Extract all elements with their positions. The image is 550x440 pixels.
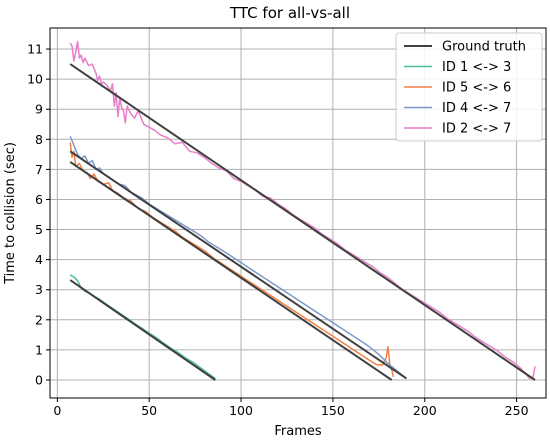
legend-label: Ground truth	[442, 40, 526, 55]
series-layer	[69, 40, 536, 381]
series-line-ground-truth	[69, 150, 407, 380]
y-tick-label: 11	[27, 42, 43, 57]
x-tick-label: 200	[413, 403, 437, 418]
series-line-id-1-3	[69, 274, 216, 380]
x-tick-label: 0	[53, 403, 61, 418]
y-axis-label: Time to collision (sec)	[3, 142, 18, 285]
y-tick-label: 3	[35, 282, 43, 297]
y-tick-label: 5	[35, 222, 43, 237]
y-tick-label: 4	[35, 252, 43, 267]
y-tick-label: 10	[27, 72, 43, 87]
axis-ticks: 0 50 100 150 200 250 0 1 2 3 4 5 6 7 8 9 10 11	[27, 42, 528, 418]
series-line-id-5-6	[69, 142, 395, 378]
y-tick-label: 8	[35, 132, 43, 147]
y-tick-label: 6	[35, 192, 43, 207]
legend-box	[395, 32, 543, 142]
y-tick-label: 1	[35, 342, 43, 357]
x-tick-label: 250	[505, 403, 529, 418]
y-tick-label: 9	[35, 102, 43, 117]
legend-label: ID 2 <-> 7	[442, 122, 511, 137]
series-line-ground-truth	[69, 63, 536, 381]
y-tick-label: 2	[35, 312, 43, 327]
y-tick-label: 0	[35, 372, 43, 387]
legend: Ground truth ID 1 <-> 3 ID 5 <-> 6 ID 4 <->…	[395, 32, 543, 142]
series-line-ground-truth	[69, 161, 393, 381]
x-tick-label: 100	[229, 403, 253, 418]
plot-frame	[49, 27, 547, 399]
legend-label: ID 5 <-> 6	[442, 81, 511, 96]
y-tick-label: 7	[35, 162, 43, 177]
series-line-id-4-7	[69, 136, 407, 379]
legend-label: ID 4 <-> 7	[442, 101, 511, 116]
series-line-ground-truth	[69, 279, 216, 381]
series-line-id-2-7	[69, 40, 536, 380]
x-axis-label: Frames	[274, 424, 322, 439]
x-tick-label: 50	[141, 403, 157, 418]
legend-label: ID 1 <-> 3	[442, 60, 511, 75]
chart-title: TTC for all-vs-all	[229, 4, 350, 22]
x-tick-label: 150	[321, 403, 345, 418]
